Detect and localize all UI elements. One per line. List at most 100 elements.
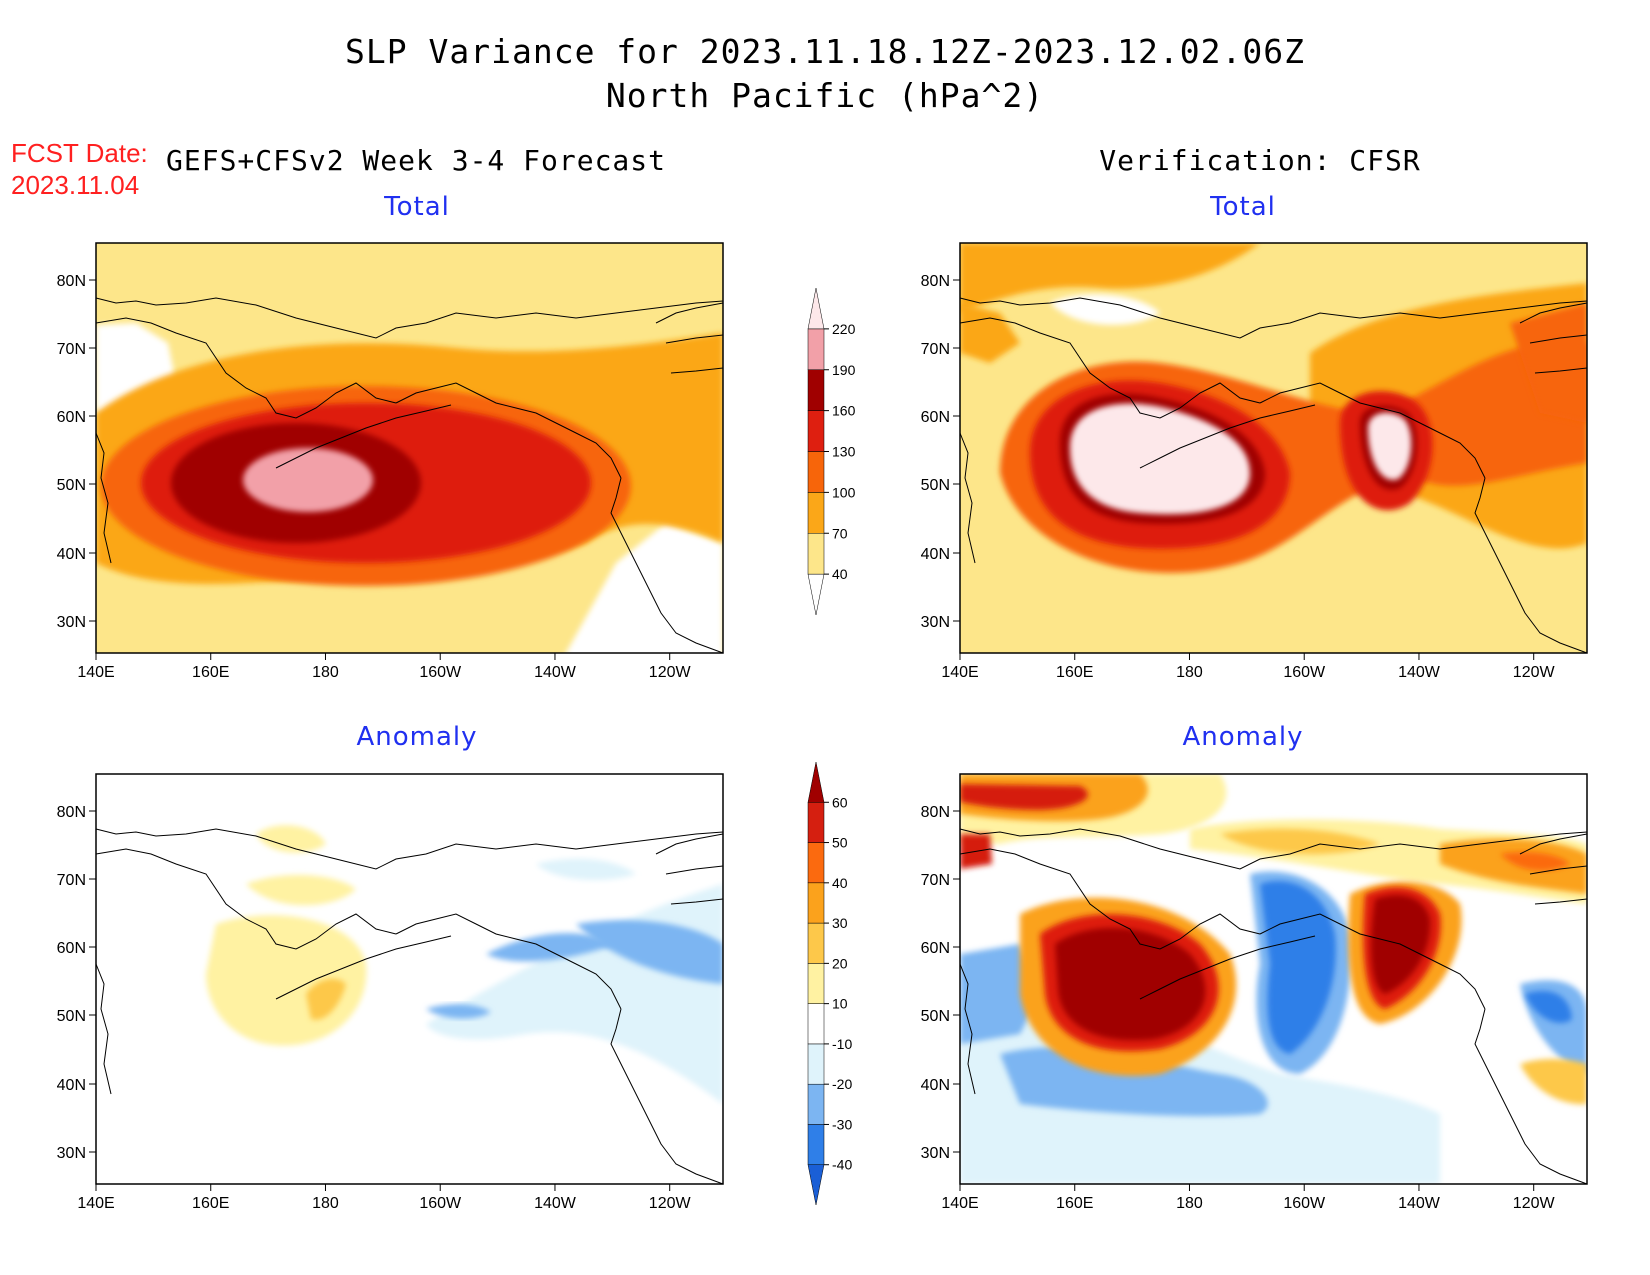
lon-label: 160W bbox=[1283, 664, 1326, 681]
lat-label: 50N bbox=[921, 477, 950, 494]
colorbar-segment bbox=[807, 842, 825, 884]
colorbar-label: 40 bbox=[832, 566, 848, 582]
panel-verification-total bbox=[959, 242, 1588, 654]
colorbar-label: -40 bbox=[832, 1157, 852, 1173]
colorbar-label: -10 bbox=[832, 1036, 852, 1052]
coastline bbox=[95, 848, 397, 950]
coastline bbox=[1259, 913, 1486, 1010]
colorbar-label: 160 bbox=[832, 403, 856, 419]
coastline bbox=[959, 317, 1261, 419]
colorbar-label: 220 bbox=[832, 321, 856, 337]
colorbar-segment bbox=[807, 882, 825, 924]
colorbar-segment bbox=[807, 922, 825, 964]
lat-label: 80N bbox=[921, 804, 950, 821]
coastline bbox=[395, 382, 622, 479]
lon-label: 140W bbox=[1398, 1195, 1441, 1212]
colorbar-label: 100 bbox=[832, 484, 856, 500]
map-title: SLP Variance for 2023.11.18.12Z-2023.12.… bbox=[345, 32, 1305, 71]
lon-label: 120W bbox=[1513, 1195, 1556, 1212]
lon-label: 160E bbox=[192, 1195, 229, 1212]
lon-label: 160W bbox=[419, 1195, 462, 1212]
colorbar-segment bbox=[807, 1043, 825, 1085]
coastline bbox=[1139, 404, 1316, 469]
lat-label: 30N bbox=[921, 1145, 950, 1162]
coastline bbox=[95, 317, 397, 419]
lon-label: 180 bbox=[312, 664, 339, 681]
colorbar-segment bbox=[807, 963, 825, 1004]
colorbar-label: 130 bbox=[832, 444, 856, 460]
colorbar-cap bbox=[807, 1164, 825, 1206]
coastline bbox=[610, 477, 724, 654]
lon-label: 160E bbox=[1056, 1195, 1093, 1212]
coastline bbox=[1139, 935, 1316, 1000]
coastline-group bbox=[959, 828, 1588, 1185]
lat-label: 40N bbox=[57, 1077, 86, 1094]
lat-label: 60N bbox=[57, 940, 86, 957]
lat-label: 70N bbox=[921, 341, 950, 358]
lat-label: 80N bbox=[57, 273, 86, 290]
lon-label: 140W bbox=[1398, 664, 1441, 681]
lat-label: 70N bbox=[57, 341, 86, 358]
colorbar-segment bbox=[807, 1124, 825, 1165]
colorbar-total: 40 70 100 130 160 190 220 bbox=[807, 287, 856, 616]
axis-ticks-and-labels: 140E 160E 180 160W 140W 120W 80N 70N 60N 50N 40N 30… bbox=[57, 273, 1556, 1212]
colorbar-label: 60 bbox=[832, 794, 848, 810]
panel-title-forecast-anomaly: Anomaly bbox=[356, 722, 478, 752]
colorbar-segment bbox=[807, 492, 825, 534]
coastline-group bbox=[95, 828, 724, 1185]
coastline bbox=[95, 963, 112, 1095]
lat-label: 30N bbox=[921, 614, 950, 631]
lon-label: 180 bbox=[1176, 1195, 1203, 1212]
colorbar-segment bbox=[807, 410, 825, 452]
colorbar-segment bbox=[807, 533, 825, 575]
fcst-date-label: FCST Date: bbox=[11, 138, 148, 168]
coastline bbox=[275, 935, 452, 1000]
colorbar-label: 50 bbox=[832, 835, 848, 851]
lon-label: 140E bbox=[77, 1195, 114, 1212]
coastline-group bbox=[959, 297, 1588, 654]
colorbar-label: -30 bbox=[832, 1116, 852, 1132]
panel-title-forecast-total: Total bbox=[384, 192, 450, 222]
colorbar-anomaly: -40 -30 -20 -10 10 20 30 40 50 60 bbox=[807, 761, 852, 1206]
coastline bbox=[959, 963, 976, 1095]
fcst-date-value: 2023.11.04 bbox=[11, 170, 140, 200]
lat-label: 80N bbox=[921, 273, 950, 290]
lat-label: 70N bbox=[921, 872, 950, 889]
coastline bbox=[1519, 833, 1588, 905]
lat-label: 30N bbox=[57, 1145, 86, 1162]
coastline bbox=[610, 1008, 724, 1185]
lat-label: 80N bbox=[57, 804, 86, 821]
colorbar-segment bbox=[807, 1003, 825, 1045]
coastline bbox=[959, 828, 1588, 870]
coastline-group bbox=[95, 297, 724, 654]
lat-label: 50N bbox=[57, 477, 86, 494]
lon-label: 160E bbox=[192, 664, 229, 681]
coastline bbox=[275, 404, 452, 469]
lon-label: 140W bbox=[534, 664, 577, 681]
colorbar-segment bbox=[807, 451, 825, 493]
panel-forecast-total bbox=[95, 242, 724, 654]
colorbar-segment bbox=[807, 369, 825, 411]
colorbar-cap bbox=[807, 287, 825, 330]
coastline bbox=[95, 297, 724, 339]
lat-label: 40N bbox=[921, 546, 950, 563]
lon-label: 160E bbox=[1056, 664, 1093, 681]
lon-label: 140E bbox=[77, 664, 114, 681]
colorbar-label: 20 bbox=[832, 955, 848, 971]
map-subtitle: North Pacific (hPa^2) bbox=[605, 76, 1045, 115]
coastline bbox=[1474, 477, 1588, 654]
lat-label: 40N bbox=[921, 1077, 950, 1094]
coastline bbox=[959, 848, 1261, 950]
colorbar-label: 70 bbox=[832, 525, 848, 541]
colorbar-label: 30 bbox=[832, 915, 848, 931]
lon-label: 140E bbox=[941, 664, 978, 681]
coastline bbox=[959, 432, 976, 564]
coastline bbox=[95, 432, 112, 564]
colorbar-cap bbox=[807, 761, 825, 803]
lat-label: 50N bbox=[57, 1008, 86, 1025]
coastlines bbox=[95, 297, 1588, 1185]
forecast-heading: GEFS+CFSv2 Week 3-4 Forecast bbox=[166, 144, 667, 177]
panel-title-verification-total: Total bbox=[1210, 192, 1276, 222]
colorbar-label: -20 bbox=[832, 1076, 852, 1092]
